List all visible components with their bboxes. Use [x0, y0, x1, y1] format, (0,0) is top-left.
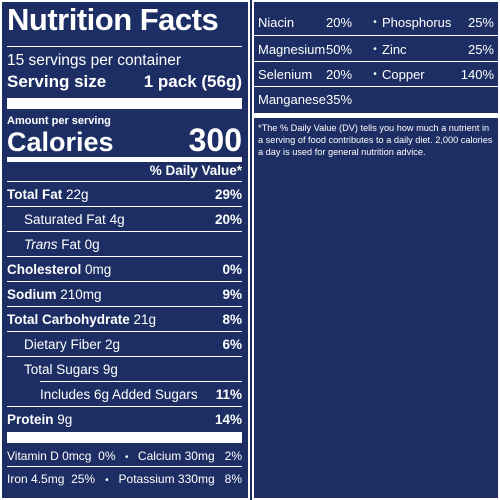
divider [254, 61, 498, 62]
nutrient-row-trans-fat: Trans Fat 0g [24, 237, 100, 252]
nutrient-row-dietary-fiber: Dietary Fiber 2g 6% [24, 337, 242, 352]
calories-label: Calories [7, 127, 114, 157]
vitamin-d: Vitamin D 0mcg 0% [7, 449, 116, 463]
thick-divider [7, 432, 242, 443]
nutrient-row-added-sugars: Includes 6g Added Sugars 11% [40, 387, 242, 402]
minerals-panel: Niacin 20% • Phosphorus 25% Magnesium 50… [251, 0, 500, 500]
divider [7, 256, 242, 257]
nutrient-row-cholesterol: Cholesterol 0mg 0% [7, 262, 242, 277]
divider [7, 46, 242, 47]
serving-size-value: 1 pack (56g) [143, 72, 242, 91]
mineral-row-4: Manganese 35% [258, 91, 353, 107]
divider [7, 331, 242, 332]
serving-size: Serving size 1 pack (56g) [7, 72, 242, 92]
divider [7, 206, 242, 207]
bullet: • [105, 475, 109, 486]
nutrient-row-saturated-fat: Saturated Fat 4g 20% [24, 212, 242, 227]
thick-divider [7, 98, 242, 109]
nutrient-row-protein: Protein 9g 14% [7, 412, 242, 427]
calories-row: Calories 300 [7, 122, 242, 158]
daily-value-footnote: *The % Daily Value (DV) tells you how mu… [258, 123, 493, 157]
divider [7, 406, 242, 407]
divider [7, 356, 242, 357]
bullet: • [124, 452, 129, 463]
potassium: Potassium 330mg 8% [118, 472, 242, 486]
calories-value: 300 [188, 122, 242, 158]
divider [7, 181, 242, 182]
iron: Iron 4.5mg 25% [7, 472, 96, 486]
nutrient-row-total-sugars: Total Sugars 9g [24, 362, 118, 377]
mineral-row-3: Selenium 20% • Copper 140% [258, 66, 494, 82]
panel-title: Nutrition Facts [7, 2, 219, 37]
nutrient-row-total-carbohydrate: Total Carbohydrate 21g 8% [7, 312, 242, 327]
nutrient-row-total-fat: Total Fat 22g 29% [7, 187, 242, 202]
daily-value-header: % Daily Value* [149, 163, 242, 178]
divider [40, 381, 242, 382]
nutrition-facts-panel: Nutrition Facts 15 servings per containe… [0, 0, 251, 500]
calcium: Calcium 30mg 2% [137, 449, 242, 463]
divider [7, 466, 242, 467]
nutrient-row-sodium: Sodium 210mg 9% [7, 287, 242, 302]
servings-per-container: 15 servings per container [7, 52, 182, 69]
divider [7, 281, 242, 282]
medium-divider [7, 157, 242, 162]
mineral-row-2: Magnesium 50% • Zinc 25% [258, 41, 494, 57]
thick-divider [254, 113, 498, 118]
divider [254, 86, 498, 87]
divider [7, 231, 242, 232]
divider [254, 35, 498, 36]
divider [7, 306, 242, 307]
serving-size-label: Serving size [7, 72, 107, 91]
mineral-row-1: Niacin 20% • Phosphorus 25% [258, 14, 494, 30]
vitamin-row-2: Iron 4.5mg 25% • Potassium 330mg 8% [7, 472, 242, 488]
amount-per-serving: Amount per serving [7, 115, 111, 127]
vitamin-row-1: Vitamin D 0mcg 0% • Calcium 30mg 2% [7, 449, 242, 465]
